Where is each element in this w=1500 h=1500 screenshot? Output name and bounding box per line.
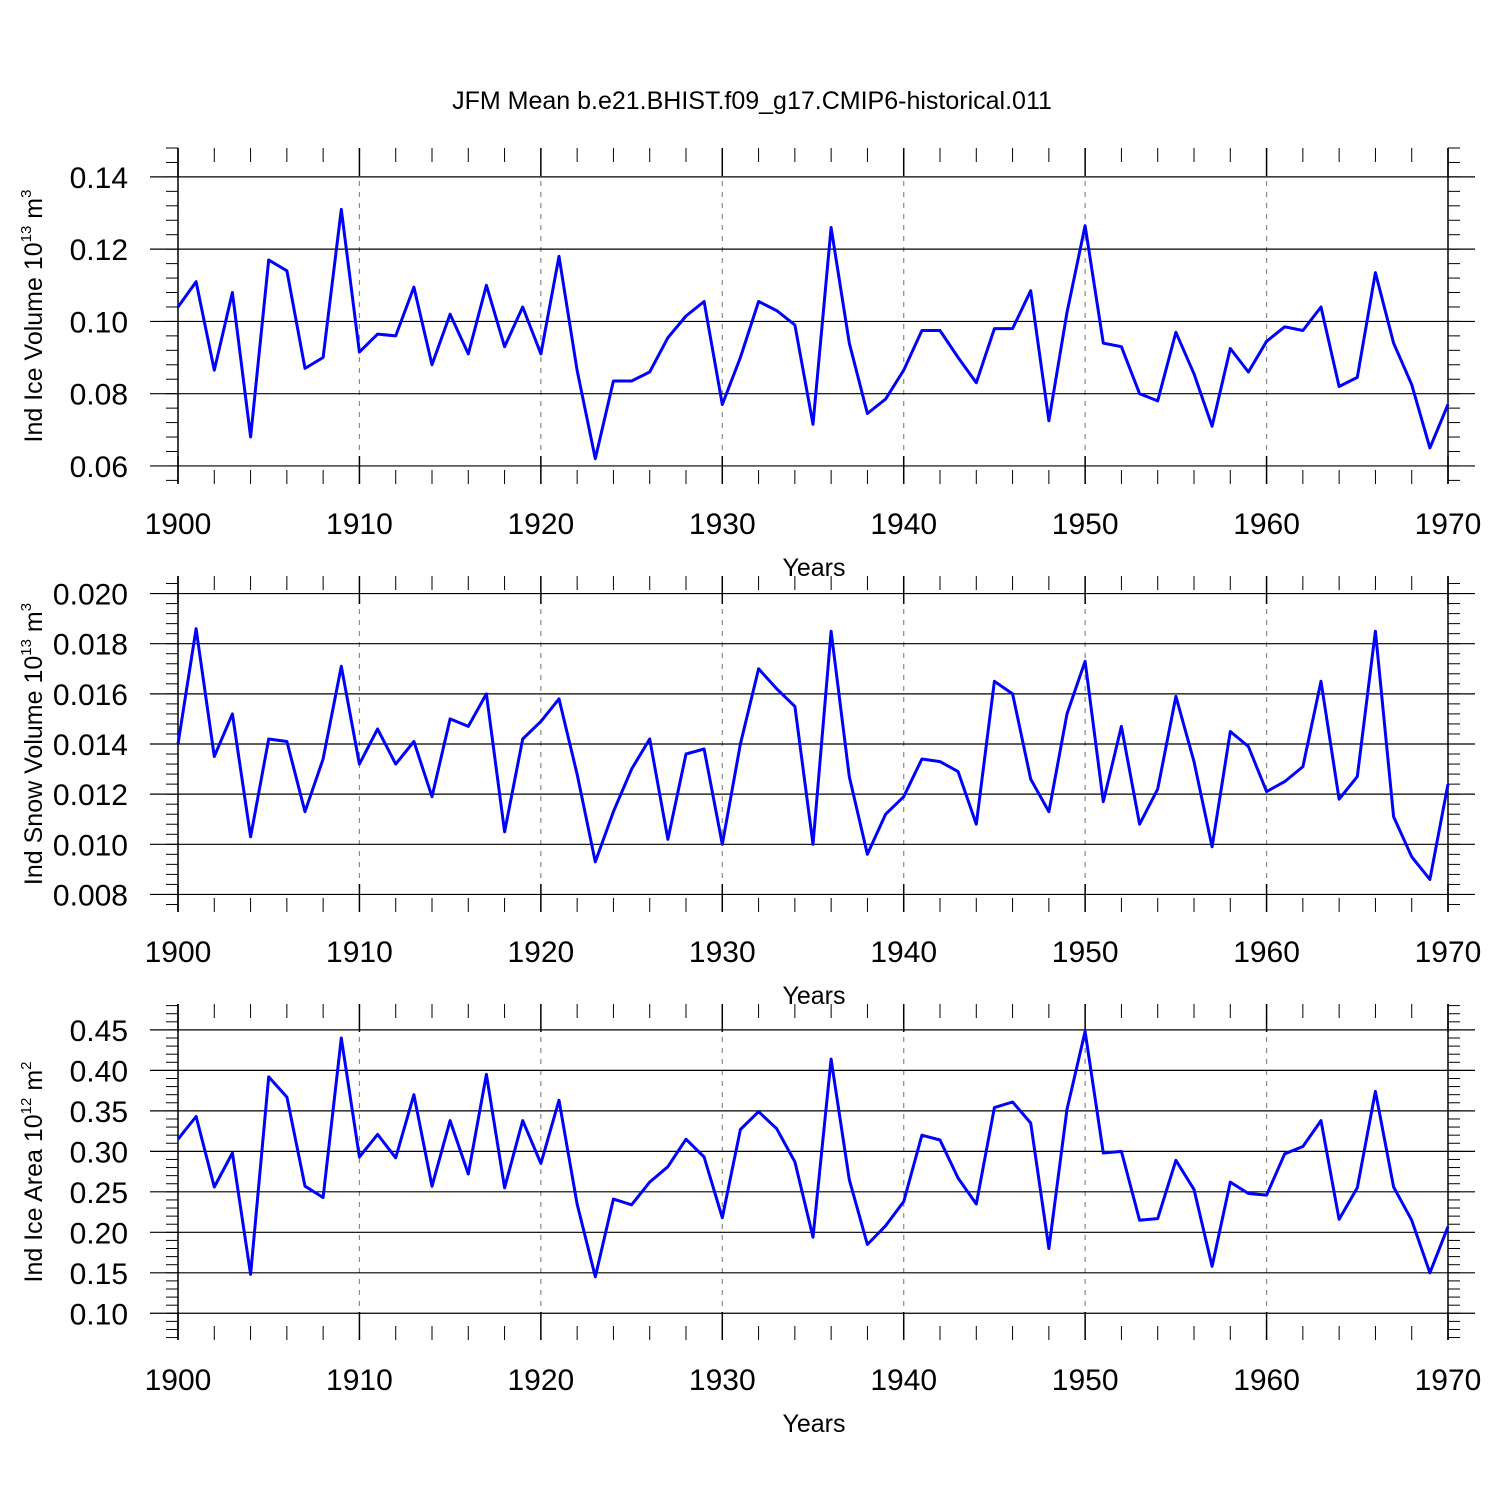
y-axis-label-superscript: 3 bbox=[18, 190, 35, 198]
y-tick-label: 0.010 bbox=[53, 829, 128, 862]
x-tick-label: 1950 bbox=[1052, 508, 1119, 541]
x-tick-label: 1900 bbox=[145, 508, 212, 541]
x-tick-label: 1960 bbox=[1233, 936, 1300, 969]
x-axis-label: Years bbox=[782, 554, 845, 582]
x-axis-label: Years bbox=[782, 1410, 845, 1438]
y-tick-label: 0.012 bbox=[53, 779, 128, 812]
x-tick-label: 1930 bbox=[689, 936, 756, 969]
y-tick-label: 0.35 bbox=[70, 1096, 128, 1129]
y-axis-label: Ind Ice Area 1012 m2 bbox=[18, 1062, 48, 1283]
y-axis-label-superscript: 13 bbox=[18, 639, 35, 656]
panel-snow-volume: 0.008 0.010 0.012 0.014 0.016 0.018 0.020 1900 1… bbox=[18, 576, 1481, 1010]
y-tick-label: 0.14 bbox=[70, 162, 128, 195]
y-axis-label-superscript: 3 bbox=[18, 603, 35, 611]
y-axis-label-superscript: 13 bbox=[18, 226, 35, 243]
y-tick-label: 0.15 bbox=[70, 1258, 128, 1291]
x-tick-label: 1920 bbox=[507, 508, 574, 541]
x-tick-label: 1910 bbox=[326, 1364, 393, 1397]
chart-title: JFM Mean b.e21.BHIST.f09_g17.CMIP6-histo… bbox=[452, 87, 1052, 115]
x-tick-label: 1930 bbox=[689, 508, 756, 541]
series-line bbox=[176, 1030, 1450, 1279]
y-tick-label: 0.20 bbox=[70, 1217, 128, 1250]
y-tick-label: 0.12 bbox=[70, 234, 128, 267]
y-axis-label-part: m bbox=[20, 611, 48, 639]
x-tick-label: 1970 bbox=[1415, 1364, 1482, 1397]
panel-ice-area: 0.10 0.15 0.20 0.25 0.30 0.35 0.40 0.45 1900 1910… bbox=[18, 1004, 1481, 1438]
x-tick-label: 1910 bbox=[326, 508, 393, 541]
y-axis-label: Ind Ice Volume 1013 m3 bbox=[18, 190, 48, 443]
series-line bbox=[176, 627, 1450, 881]
y-axis-label-superscript: 12 bbox=[18, 1098, 35, 1115]
y-tick-label: 0.016 bbox=[53, 679, 128, 712]
y-tick-label: 0.10 bbox=[70, 1298, 128, 1331]
x-tick-label: 1930 bbox=[689, 1364, 756, 1397]
x-tick-label: 1960 bbox=[1233, 1364, 1300, 1397]
x-tick-label: 1940 bbox=[870, 1364, 937, 1397]
y-tick-label: 0.45 bbox=[70, 1015, 128, 1048]
y-axis-label-part: Ind Ice Area 10 bbox=[20, 1114, 48, 1282]
x-tick-label: 1940 bbox=[870, 936, 937, 969]
y-tick-label: 0.30 bbox=[70, 1136, 128, 1169]
x-tick-label: 1940 bbox=[870, 508, 937, 541]
x-axis-label: Years bbox=[782, 982, 845, 1010]
x-tick-label: 1900 bbox=[145, 936, 212, 969]
x-tick-label: 1900 bbox=[145, 1364, 212, 1397]
y-tick-label: 0.06 bbox=[70, 451, 128, 484]
y-axis-label-part: m bbox=[20, 198, 48, 226]
x-tick-label: 1960 bbox=[1233, 508, 1300, 541]
y-tick-label: 0.014 bbox=[53, 729, 128, 762]
panel-ice-volume: 0.06 0.08 0.10 0.12 0.14 1900 1910 1920 1930 1940… bbox=[18, 147, 1482, 582]
y-tick-label: 0.10 bbox=[70, 306, 128, 339]
x-tick-label: 1970 bbox=[1415, 936, 1482, 969]
x-tick-label: 1970 bbox=[1415, 508, 1482, 541]
y-tick-label: 0.018 bbox=[53, 629, 128, 662]
series-line bbox=[176, 207, 1450, 461]
y-tick-label: 0.40 bbox=[70, 1055, 128, 1088]
y-axis-label-superscript: 2 bbox=[18, 1062, 35, 1070]
y-axis-label: Ind Snow Volume 1013 m3 bbox=[18, 603, 48, 885]
y-axis-label-part: m bbox=[20, 1070, 48, 1098]
x-tick-label: 1920 bbox=[507, 1364, 574, 1397]
y-axis-label-part: Ind Snow Volume 10 bbox=[20, 656, 48, 885]
x-tick-label: 1910 bbox=[326, 936, 393, 969]
y-tick-label: 0.020 bbox=[53, 579, 128, 612]
x-tick-label: 1950 bbox=[1052, 1364, 1119, 1397]
y-tick-label: 0.008 bbox=[53, 879, 128, 912]
y-tick-label: 0.08 bbox=[70, 379, 128, 412]
x-tick-label: 1920 bbox=[507, 936, 574, 969]
x-tick-label: 1950 bbox=[1052, 936, 1119, 969]
y-axis-label-part: Ind Ice Volume 10 bbox=[20, 242, 48, 442]
y-tick-label: 0.25 bbox=[70, 1177, 128, 1210]
